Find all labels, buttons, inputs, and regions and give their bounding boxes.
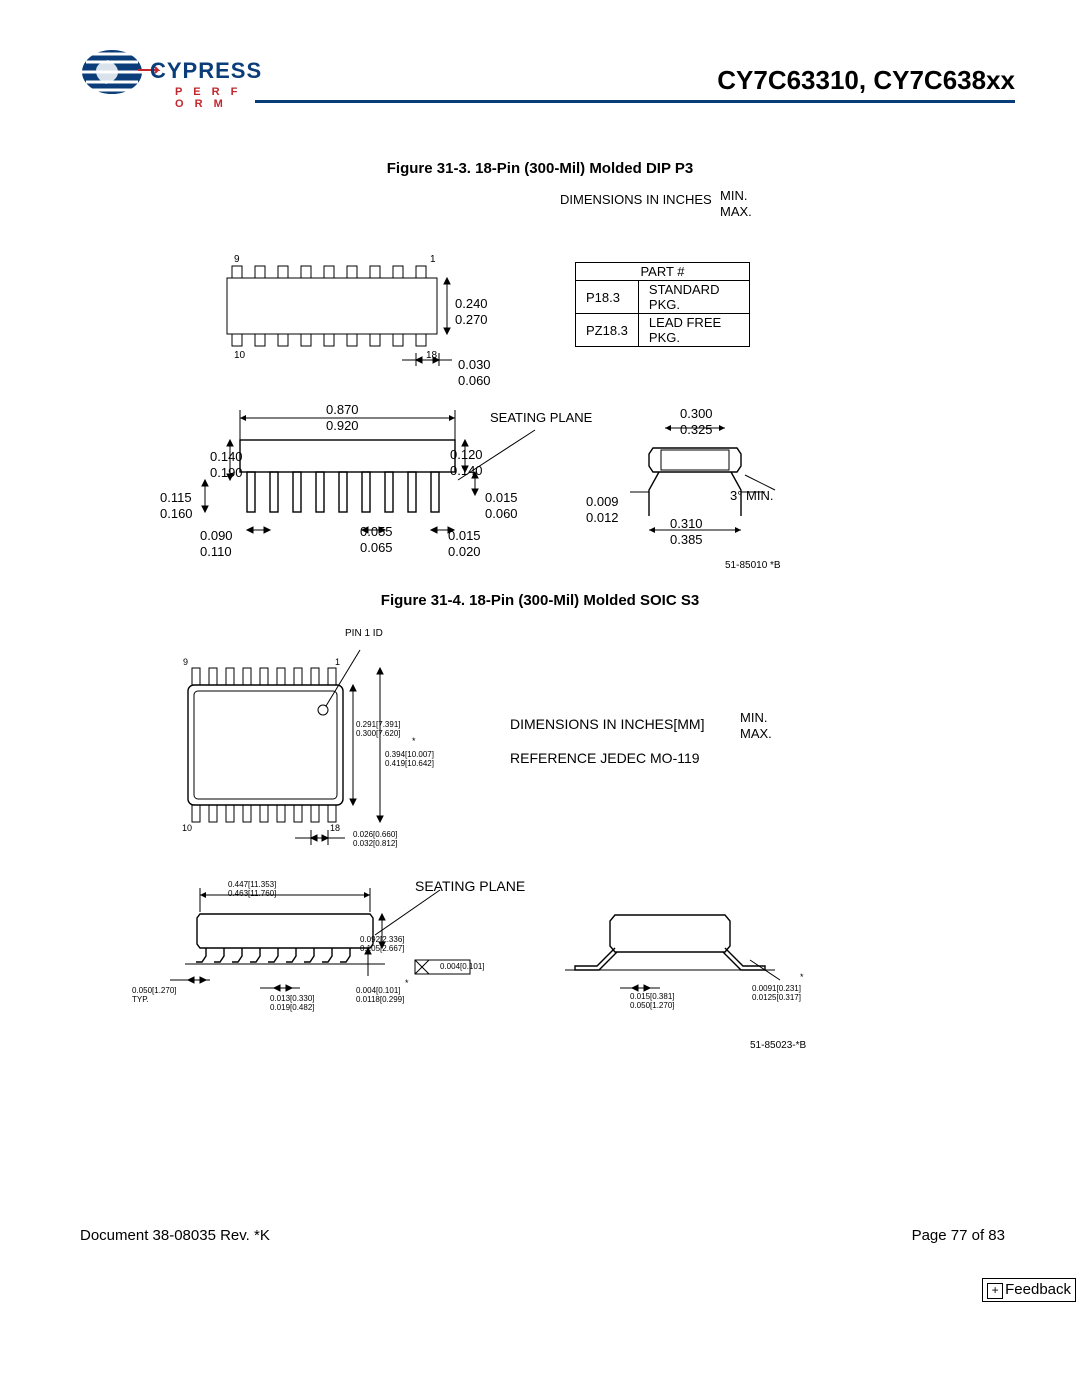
fig2-ref: REFERENCE JEDEC MO-119 [510, 750, 700, 768]
fig2-dim-header: DIMENSIONS IN INCHES[MM] [510, 716, 704, 734]
fig1-pin9: 9 [234, 254, 240, 266]
fig2-pin18: 18 [330, 823, 340, 833]
fig2-coplanar: 0.004[0.101] [440, 962, 484, 971]
part-row1-c0: PZ18.3 [576, 314, 639, 347]
cypress-logo: CYPRESS P E R F O R M [80, 40, 255, 110]
doc-title: CY7C63310, CY7C638xx [717, 65, 1015, 96]
fig1-minmax: MIN. MAX. [720, 188, 752, 221]
fig1-drawing-no: 51-85010 *B [725, 560, 781, 572]
fig2-lead-w: 0.013[0.330] 0.019[0.482] [270, 994, 314, 1012]
part-row0-c1: STANDARD PKG. [638, 281, 749, 314]
fig2-body-t: 0.092[2.336] 0.105[2.667] [360, 935, 404, 953]
globe-icon [80, 45, 160, 100]
fig2-overall-h: 0.394[10.007] 0.419[10.642] [385, 750, 434, 768]
page-num: Page 77 of 83 [912, 1227, 1005, 1244]
logo-word: CYPRESS [150, 58, 262, 84]
fig2-minmax: MIN. MAX. [740, 710, 772, 743]
plus-icon: + [987, 1283, 1003, 1299]
feedback-button[interactable]: +Feedback [982, 1278, 1076, 1302]
fig1-caption: Figure 31-3. 18-Pin (300-Mil) Molded DIP… [0, 160, 1080, 177]
fig1-lead-th: 0.009 0.012 [586, 494, 619, 527]
fig2-pin10: 10 [182, 823, 192, 833]
fig1-pin18: 18 [426, 350, 437, 362]
fig1-pin10: 10 [234, 350, 245, 362]
fig2-pitch-typ: 0.050[1.270] TYP. [132, 986, 176, 1004]
fig2-seating: SEATING PLANE [415, 878, 525, 896]
fig1-lead55: 0.055 0.065 [360, 524, 393, 557]
fig1-seating: SEATING PLANE [490, 410, 592, 426]
fig2-side-view [150, 880, 510, 1030]
part-row1-c1: LEAD FREE PKG. [638, 314, 749, 347]
fig1-pin1: 1 [430, 254, 436, 266]
fig1-end-view [625, 420, 795, 550]
fig1-body-h: 0.240 0.270 [455, 296, 488, 329]
fig2-pin1: 1 [335, 657, 340, 667]
fig1-lead15: 0.015 0.020 [448, 528, 481, 561]
fig2-lead-th: 0.0091[0.231] 0.0125[0.317] [752, 984, 801, 1002]
fig1-dim-header: DIMENSIONS IN INCHES [560, 192, 712, 208]
fig2-pitch: 0.026[0.660] 0.032[0.812] [353, 830, 397, 848]
fig1-stand2: 0.090 0.110 [200, 528, 233, 561]
part-row0-c0: P18.3 [576, 281, 639, 314]
doc-rev: Document 38-08035 Rev. *K [80, 1227, 270, 1244]
fig1-stand1: 0.115 0.160 [160, 490, 193, 523]
feedback-label: Feedback [1005, 1281, 1071, 1298]
fig1-overall-w: 0.870 0.920 [326, 402, 359, 435]
page: CYPRESS P E R F O R M CY7C63310, CY7C638… [0, 0, 1080, 1397]
fig2-star2: * [405, 978, 409, 988]
fig1-angle: 3° MIN. [730, 488, 773, 504]
fig1-part-table: PART # P18.3 STANDARD PKG. PZ18.3 LEAD F… [575, 262, 750, 347]
fig2-pin1id: PIN 1 ID [345, 628, 383, 640]
fig1-span: 0.310 0.385 [670, 516, 703, 549]
fig2-body-h: 0.291[7.391] 0.300[7.620] [356, 720, 400, 738]
fig2-star3: * [800, 972, 804, 982]
fig2-star1: * [412, 736, 416, 746]
fig1-shoulder: 0.140 0.190 [210, 449, 243, 482]
page-header: CYPRESS P E R F O R M CY7C63310, CY7C638… [80, 40, 1015, 110]
fig2-caption: Figure 31-4. 18-Pin (300-Mil) Molded SOI… [0, 592, 1080, 609]
fig2-overall-w: 0.447[11.353] 0.463[11.760] [228, 880, 276, 898]
fig2-drawing-no: 51-85023-*B [750, 1040, 806, 1052]
fig1-row-sp: 0.300 0.325 [680, 406, 713, 439]
fig1-lead60: 0.015 0.060 [485, 490, 518, 523]
fig2-stand: 0.004[0.101] 0.0118[0.299] [356, 986, 404, 1004]
fig2-foot: 0.015[0.381] 0.050[1.270] [630, 992, 674, 1010]
fig1-pitch: 0.030 0.060 [458, 357, 491, 390]
logo-tag: P E R F O R M [175, 86, 255, 110]
header-rule [255, 100, 1015, 103]
fig2-pin9: 9 [183, 657, 188, 667]
fig1-body-t: 0.120 0.140 [450, 447, 483, 480]
part-table-header: PART # [576, 263, 750, 281]
